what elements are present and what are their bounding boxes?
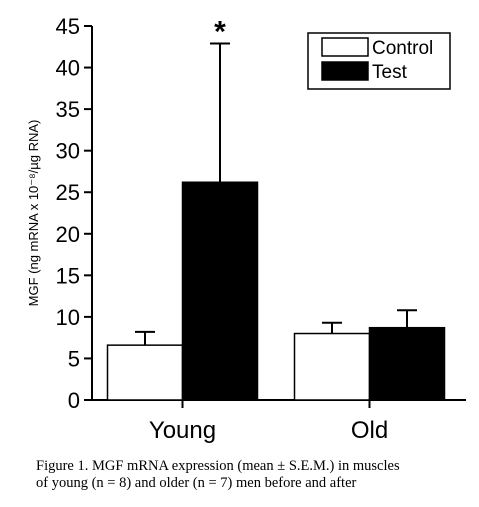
bars [106,181,446,401]
error-bars [135,42,417,346]
x-axis: Young Old [92,399,466,444]
legend-label: Test [372,62,408,83]
bar-chart: 0 5 10 15 20 25 30 35 40 45 Young Old * Control Tes… [26,14,466,444]
figure-caption: Figure 1. MGF mRNA expression (mean ± S.… [36,458,456,492]
y-tick-label: 15 [56,263,80,288]
y-tick-label: 0 [68,388,80,413]
legend-label: Control [372,38,433,59]
bar-test [181,181,259,401]
y-axis: 0 5 10 15 20 25 30 35 40 45 [56,14,93,413]
bar-control [106,344,184,401]
legend: Control Test [307,32,451,90]
y-tick-label: 35 [56,97,80,122]
bar-control [293,332,371,401]
y-axis-label: MGF (ng mRNA x 10⁻⁸/µg RNA) [26,120,41,307]
y-tick-label: 25 [56,180,80,205]
x-category-label: Old [351,417,388,444]
legend-swatch-control [321,37,369,57]
bar-test [368,326,446,401]
y-tick-label: 5 [68,346,80,371]
significance-marker: * [214,15,226,48]
y-tick-label: 45 [56,14,80,39]
annotations: * [214,15,226,48]
y-tick-label: 20 [56,222,80,247]
legend-swatch-test [321,61,369,81]
caption-line-1: Figure 1. MGF mRNA expression (mean ± S.… [36,458,400,474]
x-category-label: Young [149,417,216,444]
y-tick-label: 40 [56,56,80,81]
y-tick-label: 30 [56,139,80,164]
caption-line-2: of young (n = 8) and older (n = 7) men b… [36,475,357,491]
y-tick-label: 10 [56,305,80,330]
